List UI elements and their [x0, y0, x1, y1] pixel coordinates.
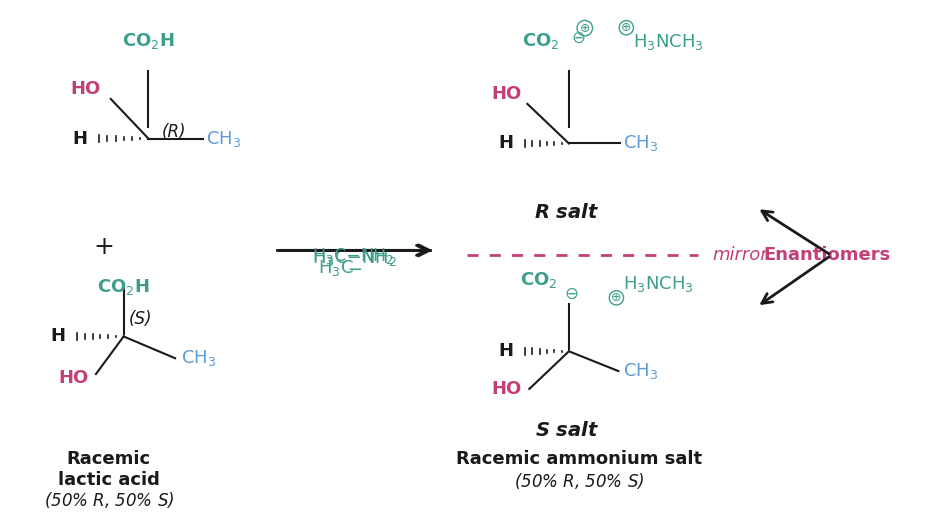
Text: Racemic ammonium salt: Racemic ammonium salt [456, 450, 702, 468]
Text: ⊖: ⊖ [572, 29, 586, 47]
Text: CO$_2$: CO$_2$ [521, 31, 559, 51]
Text: H: H [499, 135, 514, 153]
Text: (R): (R) [161, 123, 185, 141]
Text: ⊕: ⊕ [611, 291, 622, 304]
Text: H$_3$C: H$_3$C [318, 258, 354, 278]
Text: ⊕: ⊕ [622, 21, 632, 34]
Text: H$_3$C−NH$_2$: H$_3$C−NH$_2$ [312, 246, 394, 266]
Text: HO: HO [70, 80, 101, 98]
Text: CH$_3$: CH$_3$ [206, 128, 241, 149]
Text: Racemic
lactic acid: Racemic lactic acid [58, 450, 160, 489]
Text: +: + [94, 235, 114, 260]
Text: HO: HO [59, 369, 89, 387]
Text: H$_3$C−NH$_2$: H$_3$C−NH$_2$ [312, 248, 397, 268]
Text: ⊕: ⊕ [579, 22, 590, 34]
Text: (50% $R$, 50% $S$): (50% $R$, 50% $S$) [514, 471, 644, 491]
Text: $-$: $-$ [346, 259, 362, 277]
Text: $\bfit{R}$ salt: $\bfit{R}$ salt [534, 203, 600, 222]
Text: H: H [72, 130, 87, 148]
Text: CH$_3$: CH$_3$ [181, 348, 216, 368]
Text: HO: HO [491, 85, 521, 103]
Text: CO$_2$H: CO$_2$H [122, 31, 175, 51]
Text: H: H [499, 342, 514, 360]
Text: (50% $R$, 50% $S$): (50% $R$, 50% $S$) [44, 490, 174, 510]
Text: mirror: mirror [712, 246, 768, 264]
Text: CH$_3$: CH$_3$ [623, 361, 659, 381]
Text: H$_3$NCH$_3$: H$_3$NCH$_3$ [634, 31, 704, 51]
Text: H$_3$NCH$_3$: H$_3$NCH$_3$ [623, 274, 695, 294]
Text: CH$_3$: CH$_3$ [623, 134, 659, 154]
Text: ⊖: ⊖ [564, 285, 578, 303]
Text: (S): (S) [128, 309, 152, 327]
Text: Enantiomers: Enantiomers [763, 246, 890, 264]
Text: HO: HO [491, 380, 521, 398]
Text: $\bfit{S}$ salt: $\bfit{S}$ salt [534, 421, 599, 440]
Text: CO$_2$H: CO$_2$H [97, 277, 150, 297]
Text: H: H [51, 327, 66, 345]
Text: CO$_2$: CO$_2$ [519, 270, 557, 290]
